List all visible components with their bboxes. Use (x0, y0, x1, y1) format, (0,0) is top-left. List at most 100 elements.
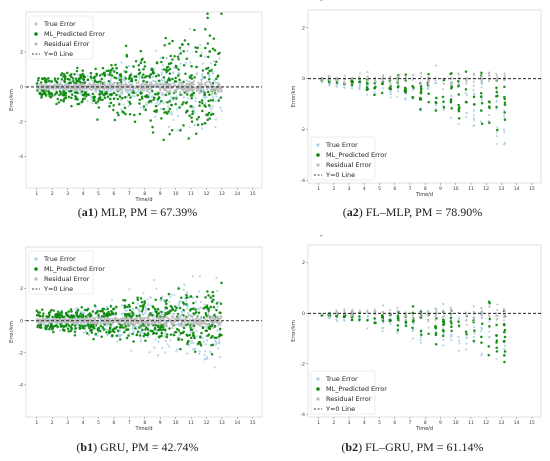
legend-marker (316, 163, 320, 167)
scatter-point (343, 308, 346, 311)
scatter-point (147, 321, 150, 324)
scatter-point (96, 331, 99, 334)
scatter-point (350, 318, 354, 322)
scatter-point (127, 65, 131, 68)
scatter-point (479, 109, 483, 112)
scatter-point (211, 92, 214, 95)
scatter-point (74, 321, 77, 324)
scatter-point (149, 99, 153, 103)
scatter-point (450, 329, 453, 333)
scatter-point (52, 309, 55, 312)
scatter-point (168, 67, 172, 71)
scatter-point (488, 101, 491, 104)
scatter-point (151, 131, 155, 134)
scatter-point (405, 313, 408, 316)
scatter-point (62, 75, 65, 78)
scatter-point (145, 102, 148, 105)
scatter-point (457, 93, 461, 96)
x-tick-label: 14 (514, 420, 520, 426)
scatter-point (196, 89, 199, 92)
scatter-point (218, 329, 221, 333)
scatter-point (123, 304, 126, 307)
scatter-point (443, 82, 446, 85)
scatter-point (211, 322, 214, 325)
scatter-point (182, 302, 186, 305)
legend-marker (316, 387, 320, 391)
scatter-point (211, 334, 214, 338)
scatter-point (321, 79, 324, 82)
scatter-point (144, 322, 147, 325)
scatter-point (73, 324, 77, 327)
scatter-point (105, 331, 108, 334)
scatter-point (176, 55, 180, 59)
caption-tag: b1 (80, 440, 94, 454)
scatter-point (206, 118, 209, 122)
scatter-point (61, 83, 64, 86)
scatter-point (66, 318, 69, 321)
scatter-point (358, 76, 361, 79)
scatter-point (158, 79, 161, 83)
scatter-point (179, 93, 182, 96)
scatter-point (51, 94, 54, 97)
scatter-point (70, 327, 73, 331)
scatter-point (434, 82, 437, 85)
x-axis-label: Time/d (134, 426, 152, 432)
y-tick-label: -2 (301, 361, 306, 367)
scatter-point (191, 296, 195, 299)
scatter-point (88, 312, 92, 315)
scatter-point (495, 100, 498, 103)
scatter-point (163, 87, 166, 90)
scatter-point (102, 328, 106, 331)
scatter-point (190, 87, 193, 90)
scatter-point (177, 71, 180, 75)
scatter-point (219, 302, 223, 305)
scatter-point (46, 84, 49, 87)
scatter-point (123, 87, 126, 90)
scatter-point (98, 82, 101, 85)
scatter-point (143, 300, 146, 303)
scatter-point (203, 104, 206, 107)
scatter-point (464, 92, 467, 95)
scatter-point (152, 324, 155, 327)
y-tick-label: 2 (302, 25, 305, 31)
scatter-point (80, 306, 84, 309)
scatter-point (143, 65, 147, 68)
scatter-point (121, 96, 124, 100)
scatter-point (118, 95, 122, 98)
scatter-point (197, 115, 201, 119)
scatter-point (143, 88, 146, 91)
scatter-point (211, 298, 215, 302)
scatter-point (67, 324, 71, 327)
scatter-point (457, 335, 460, 338)
scatter-point (206, 71, 210, 75)
scatter-point (381, 321, 385, 324)
scatter-point (127, 93, 131, 97)
scatter-point (427, 81, 430, 84)
scatter-point (201, 337, 204, 340)
scatter-point (73, 91, 77, 94)
scatter-point (174, 76, 177, 80)
scatter-point (495, 312, 498, 315)
scatter-point (212, 315, 215, 318)
scatter-point (159, 56, 162, 59)
scatter-point (182, 288, 185, 291)
scatter-point (107, 69, 110, 72)
scatter-point (153, 67, 156, 70)
scatter-point (95, 74, 98, 77)
scatter-point (169, 90, 172, 93)
scatter-point (411, 320, 415, 323)
scatter-point (427, 309, 430, 312)
scatter-point (78, 325, 82, 329)
x-tick-label: 15 (250, 191, 256, 197)
scatter-point (194, 46, 197, 49)
scatter-point (119, 73, 123, 76)
scatter-point (103, 83, 106, 86)
scatter-point (495, 315, 498, 318)
scatter-point (128, 314, 131, 317)
scatter-point (215, 95, 218, 98)
scatter-point (192, 320, 195, 323)
scatter-point (488, 74, 491, 77)
scatter-point (213, 89, 216, 92)
scatter-point (138, 316, 141, 319)
scatter-point (168, 83, 171, 86)
